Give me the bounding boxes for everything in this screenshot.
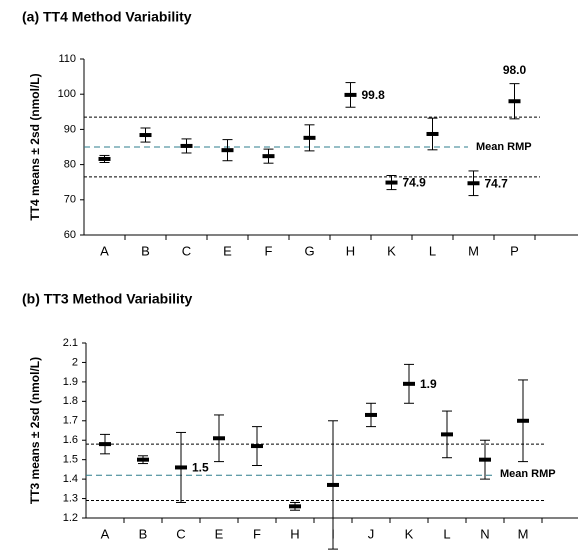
y-tick-label: 1.5 xyxy=(63,454,78,466)
y-tick-label: 100 xyxy=(58,88,76,100)
reference-label: Mean RMP xyxy=(500,468,556,480)
y-tick-label: 1.4 xyxy=(63,473,78,485)
x-tick-label: F xyxy=(265,243,273,258)
mean-marker xyxy=(403,381,415,386)
x-tick-label: G xyxy=(304,243,314,258)
y-tick-label: 2 xyxy=(72,356,78,368)
x-tick-label: K xyxy=(387,243,396,258)
x-tick-label: B xyxy=(141,243,150,258)
y-tick-label: 80 xyxy=(64,159,76,171)
x-tick-label: P xyxy=(510,243,519,258)
mean-marker xyxy=(251,444,263,449)
y-axis-label: TT3 means ± 2sd (nmol/L) xyxy=(28,357,42,504)
y-tick-label: 90 xyxy=(64,123,76,135)
value-label: 1.5 xyxy=(192,461,209,475)
y-tick-label: 70 xyxy=(64,194,76,206)
mean-marker xyxy=(137,457,149,462)
mean-marker xyxy=(99,442,111,447)
x-tick-label: K xyxy=(405,526,414,541)
y-tick-label: 60 xyxy=(64,229,76,241)
y-tick-label: 1.6 xyxy=(63,434,78,446)
mean-marker xyxy=(426,131,439,136)
mean-marker xyxy=(327,482,339,487)
mean-marker xyxy=(479,457,491,462)
mean-marker xyxy=(139,133,152,138)
mean-marker xyxy=(508,99,521,104)
mean-marker xyxy=(289,504,301,509)
mean-marker xyxy=(213,436,225,441)
y-axis-label: TT4 means ± 2sd (nmol/L) xyxy=(28,73,42,220)
value-label: 74.9 xyxy=(403,176,427,190)
chart-title: (a) TT4 Method Variability xyxy=(22,9,192,25)
value-label: 99.8 xyxy=(362,88,386,102)
y-tick-label: 110 xyxy=(58,53,76,65)
y-tick-label: 1.9 xyxy=(63,376,78,388)
x-tick-label: J xyxy=(368,526,375,541)
x-tick-label: A xyxy=(100,243,109,258)
x-tick-label: H xyxy=(290,526,299,541)
x-tick-label: C xyxy=(176,526,185,541)
y-tick-label: 1.2 xyxy=(63,512,78,524)
x-tick-label: B xyxy=(139,526,148,541)
mean-marker xyxy=(517,418,529,423)
mean-marker xyxy=(303,135,316,140)
x-tick-label: E xyxy=(223,243,232,258)
value-label: 98.0 xyxy=(503,63,527,77)
mean-marker xyxy=(262,154,275,159)
reference-label: Mean RMP xyxy=(476,141,532,153)
mean-marker xyxy=(98,156,111,161)
mean-marker xyxy=(180,143,193,148)
mean-marker xyxy=(344,92,357,97)
x-tick-label: L xyxy=(443,526,450,541)
y-tick-label: 1.7 xyxy=(63,415,78,427)
x-tick-label: L xyxy=(429,243,436,258)
value-label: 74.7 xyxy=(485,176,509,190)
x-tick-label: E xyxy=(215,526,224,541)
mean-marker xyxy=(441,432,453,437)
y-tick-label: 1.8 xyxy=(63,395,78,407)
mean-marker xyxy=(175,465,187,470)
x-tick-label: A xyxy=(101,526,110,541)
x-tick-label: C xyxy=(182,243,191,258)
mean-marker xyxy=(221,148,234,153)
x-tick-label: H xyxy=(346,243,355,258)
y-tick-label: 1.3 xyxy=(63,492,78,504)
x-tick-label: M xyxy=(518,526,529,541)
value-label: 1.9 xyxy=(420,377,437,391)
mean-marker xyxy=(385,180,398,185)
mean-marker xyxy=(467,181,480,186)
x-tick-label: F xyxy=(253,526,261,541)
x-tick-label: M xyxy=(468,243,479,258)
y-tick-label: 2.1 xyxy=(63,337,78,349)
mean-marker xyxy=(365,412,377,417)
chart-title: (b) TT3 Method Variability xyxy=(22,291,193,307)
x-tick-label: N xyxy=(480,526,489,541)
